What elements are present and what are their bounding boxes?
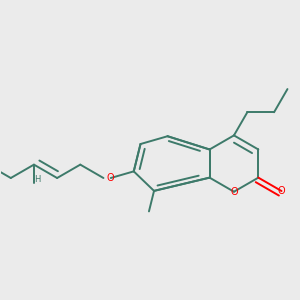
Text: H: H	[34, 175, 40, 184]
Text: O: O	[278, 186, 285, 196]
Text: O: O	[107, 173, 115, 183]
Text: O: O	[230, 187, 238, 197]
